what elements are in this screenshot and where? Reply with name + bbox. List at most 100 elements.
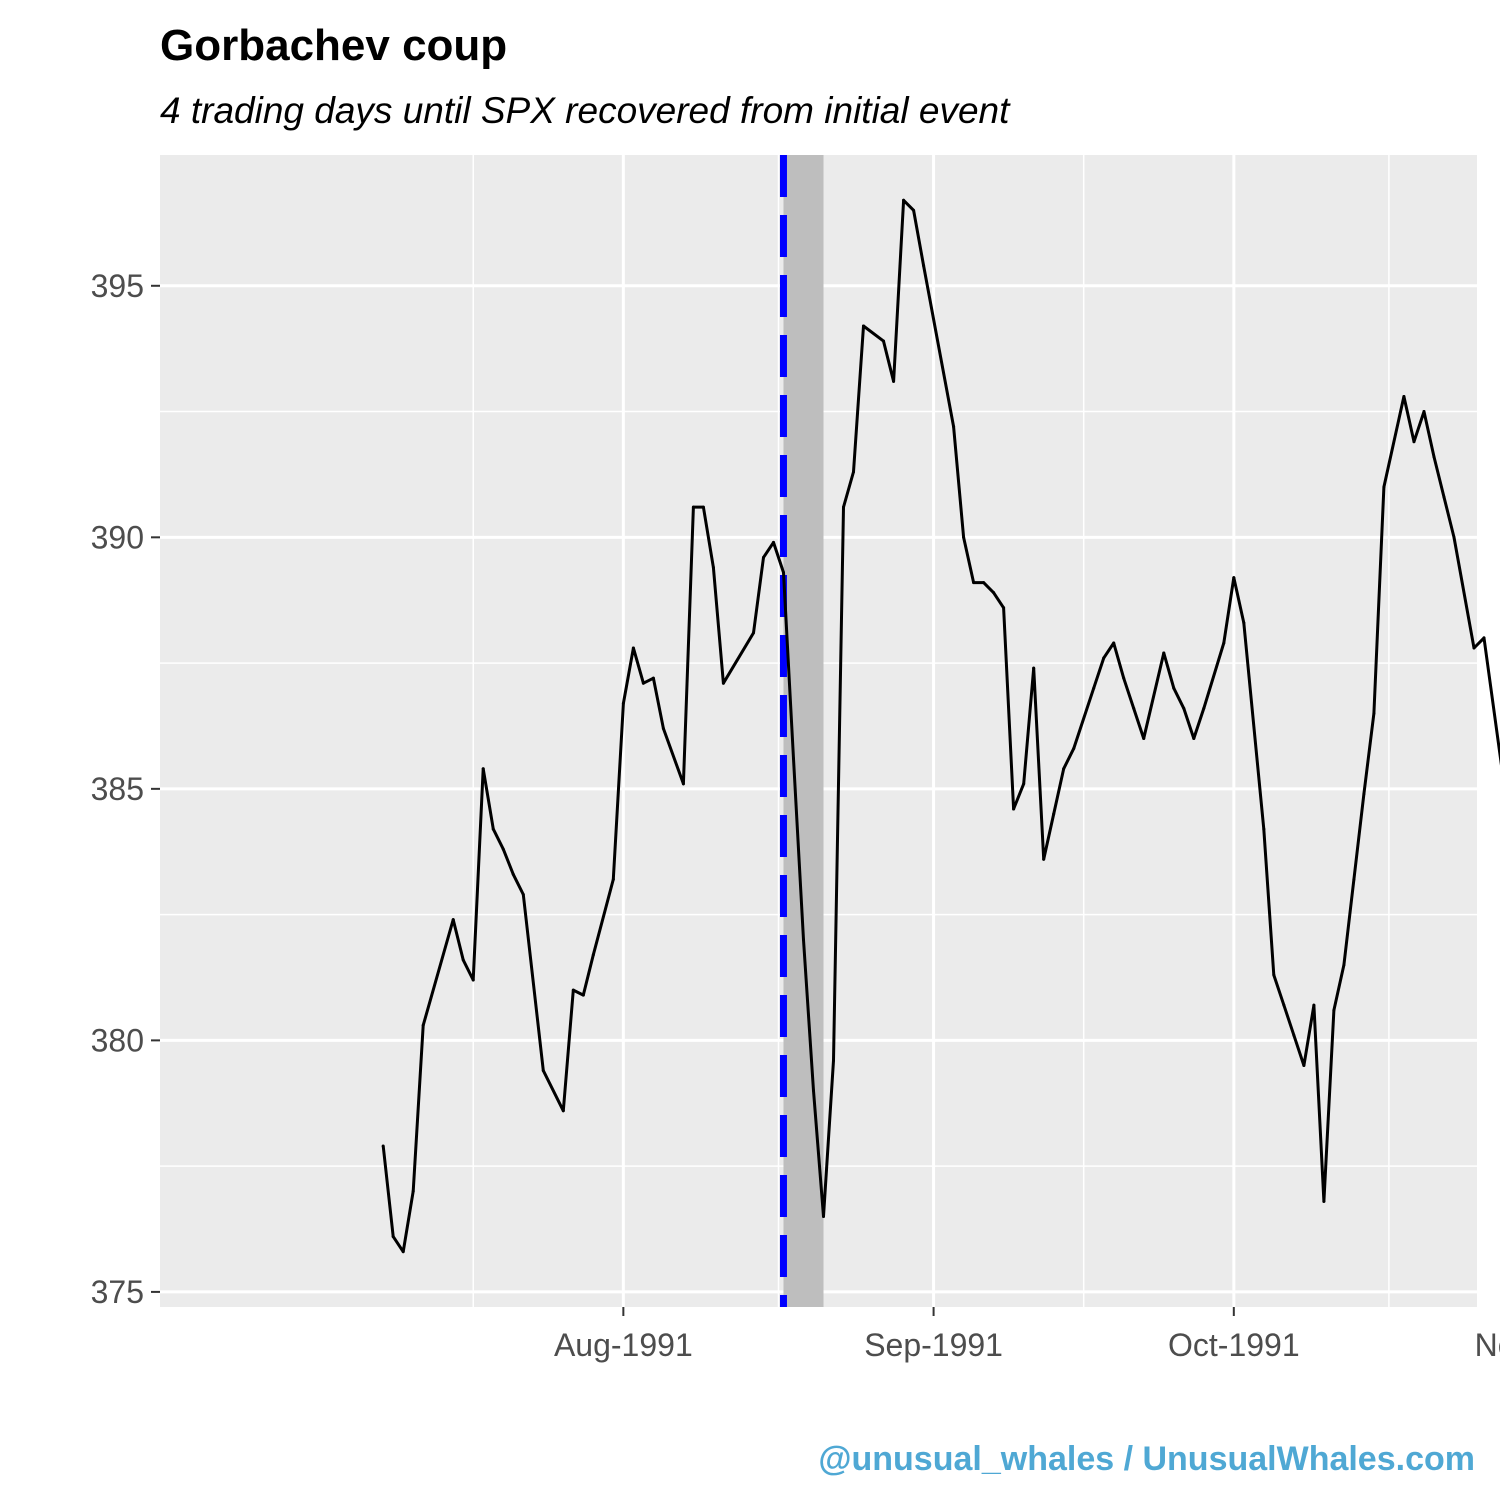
data-point: [862, 324, 866, 328]
data-point: [761, 555, 765, 559]
data-point: [781, 571, 785, 575]
data-point: [541, 1069, 545, 1073]
data-point: [471, 978, 475, 982]
data-point: [1192, 737, 1196, 741]
data-point: [681, 782, 685, 786]
data-point: [581, 993, 585, 997]
data-point: [1012, 807, 1016, 811]
data-point: [1162, 651, 1166, 655]
data-point: [651, 676, 655, 680]
data-point: [481, 767, 485, 771]
y-tick-label: 385: [91, 771, 144, 807]
data-point: [1142, 737, 1146, 741]
axis-ticks: [151, 284, 1235, 1316]
data-point: [1172, 686, 1176, 690]
data-point: [1042, 857, 1046, 861]
data-point: [902, 198, 906, 202]
data-point: [842, 505, 846, 509]
data-point: [501, 847, 505, 851]
data-point: [811, 1089, 815, 1093]
data-point: [1242, 621, 1246, 625]
data-points: [381, 198, 1486, 1254]
data-point: [1432, 455, 1436, 459]
data-point: [1282, 1003, 1286, 1007]
data-point: [751, 631, 755, 635]
data-point: [1122, 676, 1126, 680]
data-point: [1272, 973, 1276, 977]
data-point: [1402, 394, 1406, 398]
caption: @unusual_whales / UnusualWhales.com: [818, 1440, 1475, 1478]
data-point: [461, 958, 465, 962]
data-point: [1232, 576, 1236, 580]
data-point: [952, 425, 956, 429]
data-point: [1312, 1003, 1316, 1007]
data-point: [1202, 706, 1206, 710]
data-point: [822, 1214, 826, 1218]
data-point: [721, 681, 725, 685]
chart-subtitle: 4 trading days until SPX recovered from …: [160, 90, 1011, 131]
data-point: [832, 1059, 836, 1063]
data-point: [972, 581, 976, 585]
data-point: [892, 379, 896, 383]
data-point: [621, 701, 625, 705]
data-point: [1072, 747, 1076, 751]
y-tick-label: 390: [91, 519, 144, 555]
data-point: [982, 581, 986, 585]
x-axis-labels: Aug-1991 Sep-1991 Oct-1991 Nov-1991: [554, 1327, 1500, 1363]
data-point: [1372, 711, 1376, 715]
y-tick-label: 395: [91, 268, 144, 304]
x-tick-label: Aug-1991: [554, 1327, 693, 1363]
y-tick-label: 380: [91, 1022, 144, 1058]
data-point: [1452, 535, 1456, 539]
data-point: [1352, 877, 1356, 881]
data-point: [801, 938, 805, 942]
data-point: [691, 505, 695, 509]
x-tick-label: Oct-1991: [1168, 1327, 1300, 1363]
data-point: [1322, 1199, 1326, 1203]
data-point: [571, 988, 575, 992]
data-point: [1052, 812, 1056, 816]
data-point: [1472, 646, 1476, 650]
data-point: [922, 264, 926, 268]
data-point: [1182, 706, 1186, 710]
data-point: [451, 918, 455, 922]
data-point: [521, 892, 525, 896]
data-point: [1292, 1033, 1296, 1037]
data-point: [411, 1189, 415, 1193]
data-point: [1442, 495, 1446, 499]
data-point: [511, 872, 515, 876]
x-tick-label: Nov-1991: [1475, 1327, 1500, 1363]
data-point: [962, 535, 966, 539]
data-point: [1382, 485, 1386, 489]
y-tick-label: 375: [91, 1274, 144, 1310]
data-point: [771, 540, 775, 544]
data-point: [591, 953, 595, 957]
data-point: [791, 757, 795, 761]
data-point: [1362, 792, 1366, 796]
data-point: [912, 208, 916, 212]
data-point: [1022, 782, 1026, 786]
data-point: [711, 566, 715, 570]
data-point: [391, 1235, 395, 1239]
chart-title: Gorbachev coup: [160, 21, 507, 70]
data-point: [381, 1144, 385, 1148]
data-point: [1332, 1008, 1336, 1012]
data-point: [1262, 827, 1266, 831]
data-point: [401, 1250, 405, 1254]
data-point: [882, 339, 886, 343]
data-point: [1112, 641, 1116, 645]
data-point: [1222, 641, 1226, 645]
data-point: [1132, 706, 1136, 710]
data-point: [1342, 963, 1346, 967]
data-point: [421, 1023, 425, 1027]
data-point: [561, 1109, 565, 1113]
data-point: [611, 877, 615, 881]
data-point: [1002, 606, 1006, 610]
x-tick-label: Sep-1991: [864, 1327, 1003, 1363]
data-point: [701, 505, 705, 509]
data-point: [1062, 767, 1066, 771]
data-point: [1482, 636, 1486, 640]
y-axis-labels: 375 380 385 390 395: [91, 268, 144, 1310]
data-point: [1092, 686, 1096, 690]
